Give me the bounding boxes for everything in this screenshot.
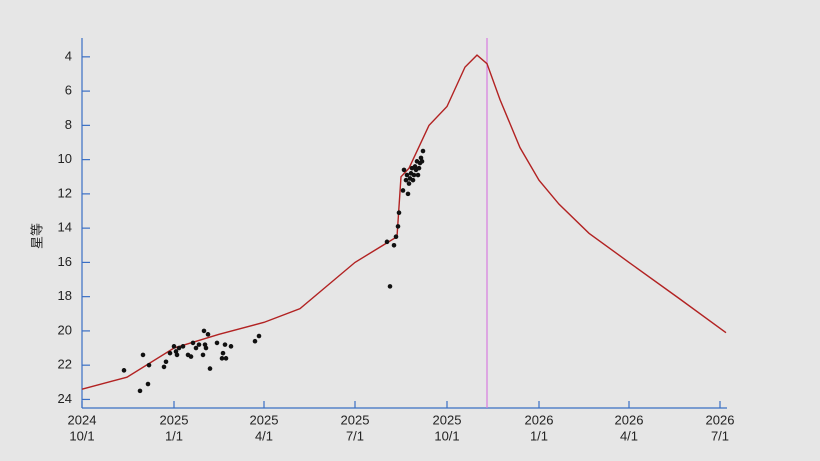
observation-point — [196, 342, 202, 347]
observation-point — [411, 172, 417, 178]
observation-point — [420, 148, 426, 154]
observation-point — [252, 338, 258, 344]
observation-point — [207, 366, 213, 371]
observation-point — [137, 388, 143, 394]
observation-point — [220, 350, 226, 356]
observation-point — [419, 159, 425, 164]
x-tick-label: 10/1 — [434, 428, 459, 443]
y-tick-label: 12 — [58, 185, 72, 200]
observation-point — [410, 177, 416, 183]
observation-point — [121, 368, 127, 373]
observation-point — [222, 342, 228, 347]
observation-point — [188, 354, 194, 359]
observation-point — [145, 381, 151, 387]
observation-point — [161, 364, 167, 370]
y-tick-label: 16 — [58, 254, 72, 269]
observation-point — [201, 328, 207, 334]
observation-point — [193, 345, 199, 351]
observation-point — [401, 167, 407, 173]
y-tick-label: 24 — [58, 391, 72, 406]
x-tick-label: 2025 — [250, 412, 279, 427]
observation-point — [400, 188, 406, 193]
x-tick-label: 1/1 — [530, 428, 548, 443]
observation-point — [180, 344, 186, 349]
observation-point — [146, 362, 152, 368]
observation-point — [228, 344, 234, 349]
y-tick-label: 18 — [58, 288, 72, 303]
observation-point — [256, 333, 262, 339]
x-tick-label: 1/1 — [165, 428, 183, 443]
observation-point — [219, 356, 225, 361]
x-tick-label: 2025 — [433, 412, 462, 427]
x-tick-label: 2026 — [525, 412, 554, 427]
observation-point — [171, 344, 177, 349]
observation-point — [395, 224, 401, 229]
x-tick-label: 10/1 — [69, 428, 94, 443]
observation-point — [205, 332, 211, 337]
observation-point — [416, 165, 422, 171]
x-tick-label: 4/1 — [620, 428, 638, 443]
observation-point — [190, 340, 196, 346]
x-tick-label: 2025 — [341, 412, 370, 427]
y-tick-label: 8 — [65, 117, 72, 132]
observation-point — [214, 340, 220, 346]
observation-point — [393, 234, 399, 240]
y-tick-label: 6 — [65, 83, 72, 98]
observation-point — [200, 352, 206, 358]
x-tick-label: 2026 — [615, 412, 644, 427]
x-tick-label: 7/1 — [711, 428, 729, 443]
observation-point — [415, 172, 421, 178]
observation-point — [176, 345, 182, 351]
observation-point — [384, 239, 390, 245]
x-tick-label: 7/1 — [346, 428, 364, 443]
observation-point — [391, 242, 397, 248]
y-tick-label: 20 — [58, 322, 72, 337]
observation-point — [174, 352, 180, 358]
observation-point — [203, 345, 209, 351]
y-tick-label: 10 — [58, 151, 72, 166]
y-tick-label: 22 — [58, 357, 72, 372]
x-tick-label: 2026 — [706, 412, 735, 427]
y-axis-label: 星等 — [29, 223, 44, 249]
observation-point — [404, 172, 410, 178]
observation-point — [406, 181, 412, 186]
observation-point — [140, 352, 146, 358]
y-tick-label: 14 — [58, 220, 72, 235]
observation-point — [223, 356, 229, 361]
x-tick-label: 4/1 — [255, 428, 273, 443]
y-tick-label: 4 — [65, 48, 72, 63]
observation-point — [405, 191, 411, 197]
x-tick-label: 2025 — [160, 412, 189, 427]
observation-point — [403, 177, 409, 183]
observation-point — [387, 284, 393, 289]
model-curve — [81, 54, 727, 390]
observation-point — [163, 359, 169, 365]
observation-point — [396, 210, 402, 216]
x-tick-label: 2024 — [68, 412, 97, 427]
observation-point — [167, 350, 173, 356]
